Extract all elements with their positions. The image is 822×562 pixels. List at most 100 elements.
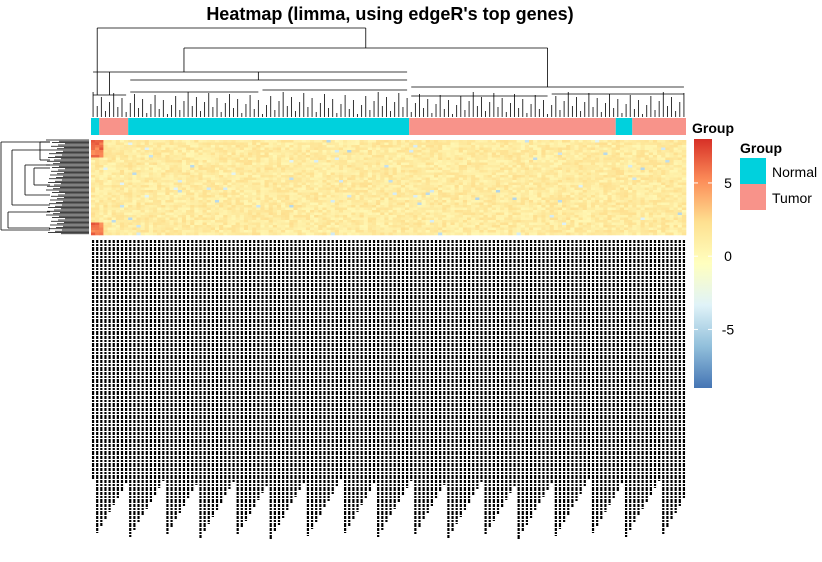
heatmap-cell <box>578 195 584 198</box>
heatmap-cell <box>202 150 207 153</box>
heatmap-cell <box>214 147 220 151</box>
heatmap-cell <box>380 175 385 178</box>
heatmap-cell <box>351 170 356 173</box>
heatmap-cell <box>545 177 550 181</box>
heatmap-cell <box>413 210 418 213</box>
heatmap-cell <box>471 145 476 148</box>
heatmap-cell <box>628 217 633 221</box>
heatmap-cell <box>289 202 294 206</box>
heatmap-cell <box>673 187 679 191</box>
heatmap-cell <box>322 165 327 168</box>
heatmap-cell <box>400 150 406 153</box>
heatmap-cell <box>359 197 365 201</box>
heatmap-cell <box>136 180 141 183</box>
heatmap-cell <box>231 217 236 221</box>
heatmap-cell <box>545 140 550 143</box>
heatmap-cell <box>293 155 298 158</box>
annotation-segment-normal <box>91 118 100 135</box>
heatmap-cell <box>446 197 451 201</box>
heatmap-cell <box>198 142 203 146</box>
heatmap-cell <box>512 157 517 161</box>
heatmap-cell <box>475 187 480 191</box>
heatmap-cell <box>388 147 393 151</box>
heatmap-cell <box>152 210 158 213</box>
heatmap-cell <box>281 142 286 146</box>
heatmap-cell <box>640 147 645 151</box>
heatmap-cell <box>363 195 369 198</box>
heatmap-cell <box>198 180 203 183</box>
heatmap-cell <box>603 147 608 151</box>
heatmap-cell <box>570 212 575 216</box>
heatmap-cell <box>549 167 555 171</box>
heatmap-cell <box>252 190 257 193</box>
heatmap-cell <box>326 150 331 153</box>
heatmap-cell <box>537 220 542 223</box>
heatmap-cell <box>351 220 356 223</box>
heatmap-cell <box>615 185 621 188</box>
heatmap-cell <box>669 155 674 158</box>
heatmap-cell <box>508 202 513 206</box>
heatmap-cell <box>425 175 431 178</box>
heatmap-cell <box>173 207 179 211</box>
heatmap-cell <box>607 195 612 198</box>
heatmap-cell <box>219 185 224 188</box>
heatmap-cell <box>376 190 381 193</box>
heatmap-cell <box>111 165 117 168</box>
heatmap-cell <box>648 170 654 173</box>
heatmap-cell <box>194 177 199 181</box>
heatmap-cell <box>479 152 484 156</box>
heatmap-cell <box>264 190 269 193</box>
heatmap-cell <box>115 162 121 166</box>
heatmap-cell <box>107 160 112 163</box>
heatmap-cell <box>652 197 658 201</box>
heatmap-cell <box>648 160 654 163</box>
heatmap-cell <box>301 192 307 196</box>
heatmap-cell <box>276 215 282 218</box>
heatmap-cell <box>363 152 369 156</box>
heatmap-cell <box>322 187 327 191</box>
heatmap-cell <box>528 195 534 198</box>
heatmap-cell <box>528 175 534 178</box>
heatmap-cell <box>425 202 431 206</box>
heatmap-cell <box>491 220 497 223</box>
heatmap-cell <box>545 160 550 163</box>
heatmap-cell <box>454 165 460 168</box>
heatmap-cell <box>186 202 191 206</box>
heatmap-cell <box>219 182 224 186</box>
heatmap-cell <box>347 217 352 221</box>
heatmap-cell <box>301 195 307 198</box>
heatmap-cell <box>661 200 666 203</box>
heatmap-cell <box>235 160 241 163</box>
heatmap-cell <box>239 212 245 216</box>
heatmap-cell <box>413 215 418 218</box>
heatmap-cell <box>289 155 294 158</box>
heatmap-cell <box>586 220 592 223</box>
heatmap-cell <box>95 165 100 168</box>
heatmap-cell <box>417 145 422 148</box>
heatmap-cell <box>512 205 517 208</box>
heatmap-cell <box>458 145 464 148</box>
heatmap-cell <box>400 215 406 218</box>
heatmap-cell <box>186 152 191 156</box>
heatmap-cell <box>491 215 497 218</box>
heatmap-cell <box>595 160 600 163</box>
heatmap-cell <box>330 155 336 158</box>
heatmap-cell <box>433 207 439 211</box>
heatmap-cell <box>681 165 687 168</box>
heatmap-cell <box>338 162 344 166</box>
heatmap-cell <box>462 205 468 208</box>
heatmap-cell <box>504 185 509 188</box>
heatmap-cell <box>495 162 501 166</box>
heatmap-cell <box>396 162 402 166</box>
heatmap-cell <box>181 182 187 186</box>
heatmap-cell <box>276 195 282 198</box>
heatmap-cell <box>454 212 460 216</box>
heatmap-cell <box>181 177 187 181</box>
heatmap-cell <box>595 217 600 221</box>
heatmap-cell <box>136 165 141 168</box>
heatmap-cell <box>500 217 505 221</box>
heatmap-cell <box>268 185 274 188</box>
heatmap-cell <box>549 210 555 213</box>
heatmap-cell <box>165 150 170 153</box>
heatmap-cell <box>214 207 220 211</box>
